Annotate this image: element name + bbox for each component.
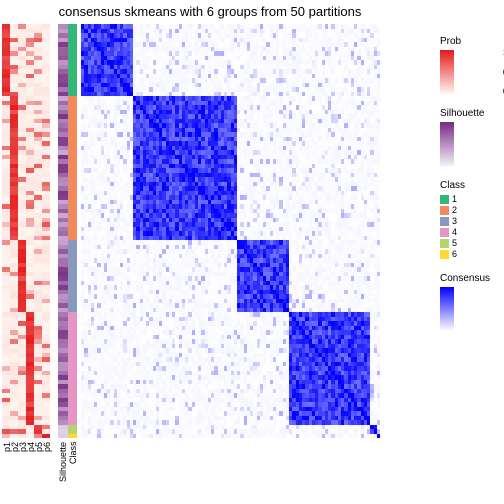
col-label-p6: p6 xyxy=(42,442,50,482)
prob-col-p5 xyxy=(34,24,42,438)
col-label-p1: p1 xyxy=(2,442,10,482)
class-swatch-label-1: 1 xyxy=(452,194,457,204)
class-swatch-box-4 xyxy=(440,228,449,237)
legend-class: Class 123456 xyxy=(440,180,500,259)
col-label-p5: p5 xyxy=(34,442,42,482)
class-swatch-6: 6 xyxy=(440,249,500,259)
page-title: consensus skmeans with 6 groups from 50 … xyxy=(0,4,420,19)
class-swatch-label-6: 6 xyxy=(452,249,457,259)
class-swatch-box-2 xyxy=(440,206,449,215)
legend-prob-title: Prob xyxy=(440,36,500,47)
col-label-p3: p3 xyxy=(18,442,26,482)
col-label-p2: p2 xyxy=(10,442,18,482)
plot-row xyxy=(2,24,380,438)
class-swatch-label-4: 4 xyxy=(452,227,457,237)
legend-silhouette: Silhouette 1 0 xyxy=(440,108,500,166)
prob-col-p1 xyxy=(2,24,10,438)
legend-class-title: Class xyxy=(440,180,500,191)
class-swatch-5: 5 xyxy=(440,238,500,248)
sil-colorbar xyxy=(440,122,454,166)
class-swatch-box-5 xyxy=(440,239,449,248)
class-swatch-label-2: 2 xyxy=(452,205,457,215)
silhouette-col xyxy=(58,24,68,438)
class-swatch-label-5: 5 xyxy=(452,238,457,248)
prob-colorbar xyxy=(440,50,454,94)
col-label-p4: p4 xyxy=(26,442,34,482)
class-swatch-box-3 xyxy=(440,217,449,226)
class-swatch-label-3: 3 xyxy=(452,216,457,226)
class-swatch-1: 1 xyxy=(440,194,500,204)
col-label-silhouette: Silhouette xyxy=(58,442,68,482)
class-col xyxy=(68,24,77,438)
class-swatch-box-1 xyxy=(440,195,449,204)
consensus-matrix xyxy=(81,24,380,438)
legend-area: Prob 1 0.5 0 Silhouette 1 0 Class 123456… xyxy=(440,36,500,345)
legend-cons-title: Consensus xyxy=(440,273,500,284)
column-labels: p1p2p3p4p5p6 SilhouetteClass xyxy=(2,442,77,482)
class-swatch-box-6 xyxy=(440,250,449,259)
legend-prob: Prob 1 0.5 0 xyxy=(440,36,500,94)
col-label-class: Class xyxy=(68,442,77,482)
prob-col-p3 xyxy=(18,24,26,438)
prob-col-p4 xyxy=(26,24,34,438)
class-swatch-list: 123456 xyxy=(440,194,500,259)
cons-colorbar xyxy=(440,287,454,331)
legend-consensus: Consensus 1 0 xyxy=(440,273,500,331)
legend-sil-title: Silhouette xyxy=(440,108,500,119)
class-swatch-4: 4 xyxy=(440,227,500,237)
prob-col-p6 xyxy=(42,24,50,438)
prob-col-p2 xyxy=(10,24,18,438)
class-swatch-2: 2 xyxy=(440,205,500,215)
class-swatch-3: 3 xyxy=(440,216,500,226)
